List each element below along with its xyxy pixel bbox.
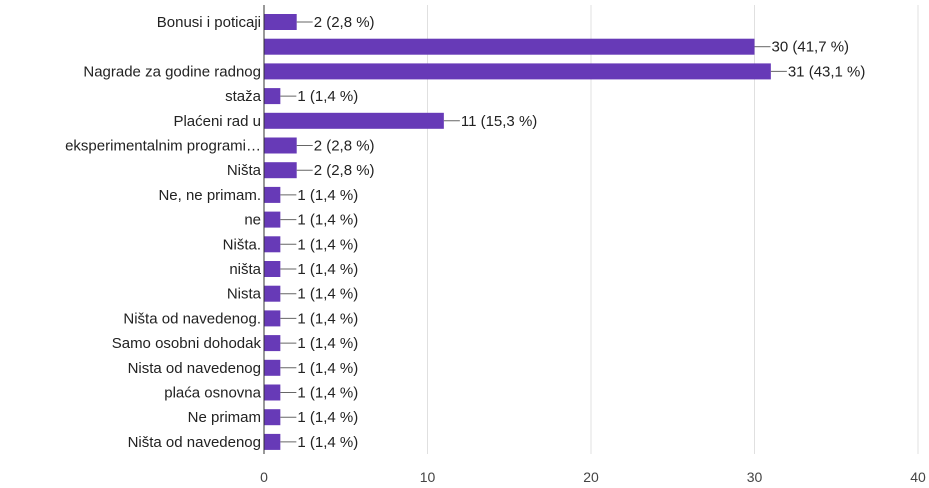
gridlines	[427, 5, 919, 454]
category-label: Ništa od navedenog.	[123, 310, 261, 327]
category-labels: Bonusi i poticaji Nagrade za godine radno…	[65, 14, 262, 451]
bars	[264, 14, 771, 450]
bar	[264, 285, 281, 302]
data-label: 11 (15,3 %)	[461, 113, 537, 130]
category-label: Bonusi i poticaji	[157, 14, 261, 31]
x-axis-ticks: 0 10 20 30 40	[260, 469, 926, 485]
bar	[264, 186, 281, 203]
bar	[264, 384, 281, 401]
bar	[264, 38, 755, 55]
category-label: eksperimentalnim programi…	[65, 138, 261, 155]
bar	[264, 359, 281, 376]
category-label: Ne, ne primam.	[158, 187, 261, 204]
category-label: Samo osobni dohodak	[112, 335, 262, 352]
bar	[264, 261, 281, 277]
data-label: 2 (2,8 %)	[314, 14, 375, 31]
category-label: Nista od navedenog	[128, 360, 261, 377]
x-tick-label: 20	[583, 469, 599, 485]
category-label: plaća osnovna	[164, 385, 261, 402]
data-label: 1 (1,4 %)	[297, 236, 358, 253]
bar	[264, 112, 444, 129]
bar	[264, 137, 297, 154]
category-label: Nista	[227, 286, 262, 303]
bar	[264, 88, 281, 105]
bar	[264, 310, 281, 327]
data-label: 1 (1,4 %)	[297, 385, 358, 402]
data-label: 1 (1,4 %)	[297, 409, 358, 426]
category-label: Ništa od navedenog	[128, 434, 261, 451]
category-label: Ne primam	[188, 409, 261, 426]
x-tick-label: 10	[420, 469, 436, 485]
data-label: 2 (2,8 %)	[314, 138, 375, 155]
value-leaders	[280, 21, 787, 443]
value-labels: 2 (2,8 %) 30 (41,7 %) 31 (43,1 %) 1 (1,4 %)…	[297, 14, 865, 451]
bar	[264, 211, 281, 228]
bar	[264, 63, 771, 80]
category-label: Ništa	[227, 162, 262, 179]
data-label: 1 (1,4 %)	[297, 286, 358, 303]
bar	[264, 14, 297, 30]
data-label: 1 (1,4 %)	[297, 187, 358, 204]
category-label: Ništa.	[223, 236, 261, 253]
data-label: 2 (2,8 %)	[314, 162, 375, 179]
category-label: staža	[225, 88, 262, 105]
data-label: 30 (41,7 %)	[772, 39, 850, 56]
bar	[264, 236, 281, 253]
x-tick-label: 30	[747, 469, 763, 485]
data-label: 1 (1,4 %)	[297, 360, 358, 377]
data-label: 1 (1,4 %)	[297, 212, 358, 229]
data-label: 1 (1,4 %)	[297, 310, 358, 327]
data-label: 1 (1,4 %)	[297, 335, 358, 352]
data-label: 1 (1,4 %)	[297, 434, 358, 451]
data-label: 1 (1,4 %)	[297, 261, 358, 278]
category-label: Plaćeni rad u	[173, 113, 261, 130]
category-label: Nagrade za godine radnog	[83, 63, 261, 80]
x-tick-label: 40	[910, 469, 926, 485]
x-tick-label: 0	[260, 469, 268, 485]
category-label: ne	[244, 212, 261, 229]
bar	[264, 162, 297, 179]
data-label: 31 (43,1 %)	[788, 63, 866, 80]
bar	[264, 409, 281, 426]
bar	[264, 433, 281, 450]
category-label: ništa	[229, 261, 261, 278]
data-label: 1 (1,4 %)	[297, 88, 358, 105]
bar	[264, 335, 281, 352]
